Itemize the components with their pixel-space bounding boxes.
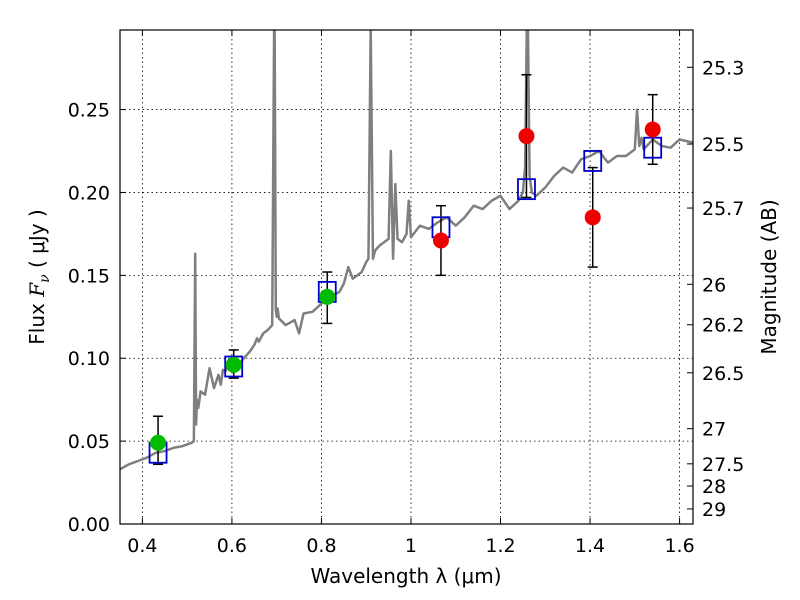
right-tick-label: 27.5 (702, 454, 744, 476)
spectrum-line (120, 30, 693, 471)
right-tick-label: 28 (702, 476, 726, 498)
x-tick-label: 0.6 (217, 535, 247, 557)
observed-point-marker (644, 121, 661, 138)
x-tick-label: 0.8 (306, 535, 336, 557)
y-tick-label: 0.00 (68, 514, 110, 536)
observed-point-marker (432, 232, 449, 249)
y-tick-label: 0.05 (68, 431, 110, 453)
y-axis-title: Flux Fν ( μJy ) (25, 209, 53, 344)
right-tick-label: 25.3 (702, 57, 744, 79)
right-tick-label: 26.2 (702, 315, 744, 337)
model-square-marker (517, 178, 536, 201)
y-tick-label: 0.15 (68, 265, 110, 287)
x-tick-label: 1.2 (485, 535, 515, 557)
observed-markers (150, 121, 661, 451)
right-tick-label: 26 (702, 274, 726, 296)
model-square-marker (583, 150, 603, 172)
spectrum-layer (120, 30, 693, 471)
x-axis-ticks: 0.4 0.6 0.8 1 1.2 1.4 1.6 (127, 30, 695, 557)
y-axis-title-symbol: F (25, 282, 49, 298)
x-tick-label: 0.4 (127, 535, 157, 557)
observed-point-marker (518, 128, 535, 145)
y-axis-ticks: 0.00 0.05 0.10 0.15 0.20 0.25 (68, 100, 126, 536)
right-axis-title: Magnitude (AB) (757, 199, 781, 354)
observed-point-marker (150, 434, 167, 451)
right-tick-label: 26.5 (702, 363, 744, 385)
x-tick-label: 1 (405, 535, 417, 557)
right-tick-label: 29 (702, 499, 726, 521)
grid (120, 30, 693, 525)
y-tick-label: 0.20 (68, 182, 110, 204)
plot-background (120, 30, 693, 524)
model-square-marker (224, 355, 244, 378)
right-tick-label: 27 (702, 419, 726, 441)
y-axis-title-subscript: ν (37, 274, 53, 283)
y-tick-label: 0.25 (68, 100, 110, 122)
x-tick-label: 1.6 (664, 535, 694, 557)
x-axis-title: Wavelength λ (μm) (310, 564, 501, 588)
right-tick-label: 25.5 (702, 134, 744, 156)
x-tick-label: 1.4 (575, 535, 605, 557)
y-tick-label: 0.10 (68, 348, 110, 370)
observed-point-marker (225, 356, 242, 373)
y-axis-title-prefix: Flux (25, 297, 49, 345)
right-tick-label: 25.7 (702, 198, 744, 220)
observed-point-marker (584, 209, 601, 226)
plot-frame (119, 29, 694, 525)
model-square-marker (643, 136, 663, 159)
y-axis-title-unit: ( μJy ) (25, 209, 49, 274)
observed-point-marker (319, 288, 336, 305)
